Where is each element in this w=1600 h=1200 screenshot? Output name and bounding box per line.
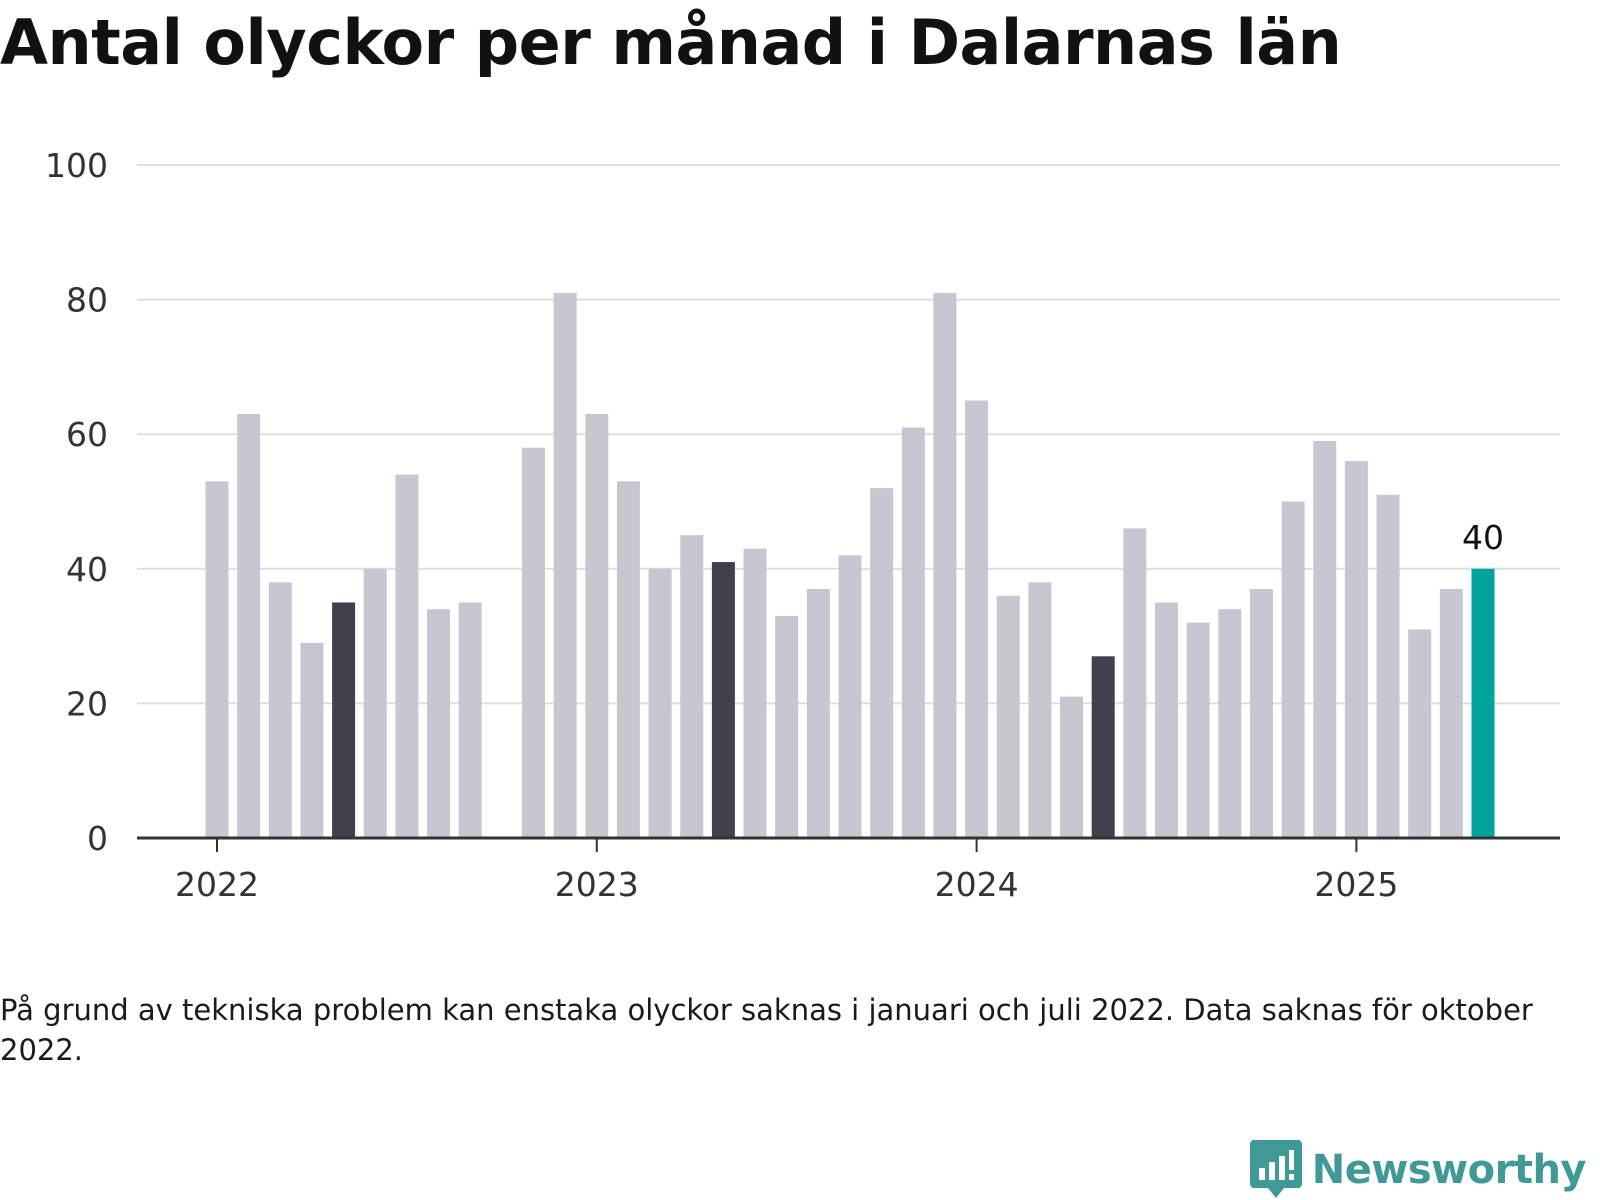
y-axis-tick-labels: 0 20 40 60 80 100 xyxy=(45,146,108,858)
bar-2023-12 xyxy=(933,292,957,838)
bar-2024-02 xyxy=(996,595,1020,838)
bar-2023-05 xyxy=(711,562,735,838)
bar-2022-09 xyxy=(458,602,482,838)
brand-logo: Newsworthy xyxy=(1249,1140,1587,1200)
bar-2025-02 xyxy=(1376,494,1400,838)
bar-2023-08 xyxy=(806,588,830,838)
chart-title: Antal olyckor per månad i Dalarnas län xyxy=(0,6,1342,79)
bar-2022-04 xyxy=(300,642,324,838)
bar-2023-06 xyxy=(743,548,767,838)
logo-bar-4 xyxy=(1288,1150,1294,1170)
bar-2022-06 xyxy=(363,568,387,838)
y-tick-label: 100 xyxy=(45,146,108,185)
y-tick-label: 0 xyxy=(87,819,108,858)
logo-dot xyxy=(1288,1174,1294,1180)
bar-2025-04 xyxy=(1439,588,1463,838)
bar-2022-12 xyxy=(553,292,577,838)
bar-2024-06 xyxy=(1123,528,1147,838)
x-tick-label: 2025 xyxy=(1314,865,1398,904)
bar-2023-02 xyxy=(616,481,640,838)
bar-2023-07 xyxy=(775,615,799,838)
bars xyxy=(205,292,1495,838)
y-tick-label: 60 xyxy=(66,415,108,454)
x-tick-label: 2023 xyxy=(555,865,639,904)
bar-2024-10 xyxy=(1249,588,1273,838)
bar-2025-05 xyxy=(1471,568,1495,838)
x-axis: 2022 2023 2024 2025 xyxy=(137,836,1560,904)
bar-chart: 0 20 40 60 80 100 2022 2023 2024 2025 40 xyxy=(45,146,1560,904)
brand-name: Newsworthy xyxy=(1311,1147,1587,1193)
bar-2025-03 xyxy=(1408,629,1432,838)
logo-bubble xyxy=(1249,1140,1302,1198)
bar-2024-01 xyxy=(965,400,989,838)
newsworthy-logo-icon xyxy=(1249,1140,1302,1198)
bar-2023-09 xyxy=(838,555,862,838)
x-tick-label: 2024 xyxy=(935,865,1019,904)
bar-2023-10 xyxy=(870,488,894,838)
data-label: 40 xyxy=(1462,518,1504,557)
bar-2022-01 xyxy=(205,481,229,838)
y-tick-label: 80 xyxy=(66,281,108,320)
bar-2024-09 xyxy=(1218,609,1242,838)
logo-bar-2 xyxy=(1268,1162,1275,1180)
bar-2022-11 xyxy=(522,447,545,838)
footnote: På grund av tekniska problem kan enstaka… xyxy=(0,993,1533,1067)
bar-2022-05 xyxy=(332,602,356,838)
bar-2022-07 xyxy=(395,474,419,838)
y-tick-label: 20 xyxy=(66,684,108,723)
x-tick-label: 2022 xyxy=(175,865,259,904)
value-labels: 40 xyxy=(1462,518,1504,557)
bar-2024-05 xyxy=(1091,656,1115,838)
bar-2024-08 xyxy=(1186,622,1210,838)
bar-2023-04 xyxy=(680,535,704,838)
bar-2024-04 xyxy=(1060,696,1084,838)
bar-2024-12 xyxy=(1313,440,1337,838)
bar-2022-02 xyxy=(237,414,261,838)
bar-2023-11 xyxy=(901,427,925,838)
bar-2025-01 xyxy=(1344,461,1368,838)
logo-bar-1 xyxy=(1258,1168,1265,1180)
bar-2023-03 xyxy=(648,568,672,838)
bar-2022-03 xyxy=(268,582,292,838)
bar-2024-11 xyxy=(1281,501,1305,838)
y-tick-label: 40 xyxy=(66,550,108,589)
bar-2024-03 xyxy=(1028,582,1052,838)
bar-2022-08 xyxy=(427,609,451,838)
bar-2024-07 xyxy=(1155,602,1178,838)
bar-2023-01 xyxy=(585,414,609,838)
logo-bar-3 xyxy=(1278,1156,1285,1180)
